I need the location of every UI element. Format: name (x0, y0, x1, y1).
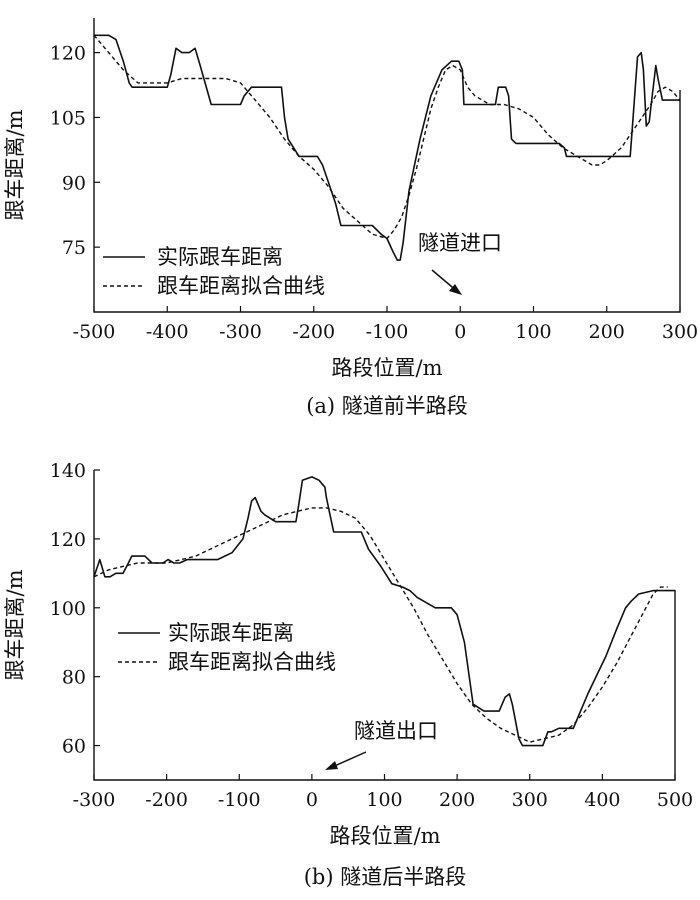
chart-panel-a: -500 -400 -300 -200 -100 0 100 200 300 75 90 105 120… (3, 18, 698, 418)
x-tick-label-b: 200 (439, 789, 475, 811)
annotation-arrowhead-b (325, 761, 338, 770)
annotation-a: 隧道进口 (418, 231, 502, 295)
actual-distance-line-b (93, 476, 675, 747)
x-tick-label-b: -300 (73, 789, 116, 811)
x-tick-label-a: -200 (292, 321, 335, 343)
x-tick-label-a: 0 (454, 321, 466, 343)
x-tick-label-a: -300 (219, 321, 262, 343)
y-tick-label-b: 100 (50, 598, 86, 620)
x-tick-label-a: 100 (515, 321, 551, 343)
x-axis-label-b: 路段位置/m (330, 824, 441, 848)
x-tick-label-b: 0 (306, 789, 318, 811)
y-tick-label-b: 60 (62, 736, 86, 758)
chart-panel-b: -300 -200 -100 0 100 200 300 400 500 60 80 100 120 14… (3, 460, 693, 889)
x-tick-label-b: 400 (584, 789, 620, 811)
y-tick-label-b: 120 (50, 529, 86, 551)
caption-b: (b) 隧道后半路段 (304, 865, 467, 889)
x-tick-label-a: 200 (589, 321, 625, 343)
y-tick-label-b: 140 (50, 460, 86, 482)
y-tick-label-a: 120 (50, 43, 86, 65)
x-tick-label-a: 300 (662, 321, 698, 343)
y-tick-label-a: 75 (62, 237, 86, 259)
annotation-arrowhead-a (449, 284, 462, 295)
legend-label-fit-a: 跟车距离拟合曲线 (157, 274, 325, 298)
x-tick-label-b: -100 (218, 789, 261, 811)
legend-label-actual-b: 实际跟车距离 (168, 621, 294, 645)
x-tick-label-a: -100 (366, 321, 409, 343)
legend-label-fit-b: 跟车距离拟合曲线 (168, 650, 336, 674)
legend-b: 实际跟车距离 跟车距离拟合曲线 (118, 621, 336, 674)
legend-a: 实际跟车距离 跟车距离拟合曲线 (103, 245, 325, 298)
y-tick-label-a: 90 (62, 172, 86, 194)
x-tick-label-b: 100 (366, 789, 402, 811)
fit-curve-line-a (93, 34, 681, 240)
x-tick-label-a: -400 (146, 321, 189, 343)
x-tick-label-b: 500 (657, 789, 693, 811)
x-axis-label-a: 路段位置/m (332, 356, 443, 380)
annotation-text-b: 隧道出口 (354, 719, 438, 743)
x-tick-label-b: 300 (512, 789, 548, 811)
y-tick-label-a: 105 (50, 107, 86, 129)
x-tick-label-b: -200 (145, 789, 188, 811)
y-axis-label-a: 跟车距离/m (3, 109, 27, 220)
annotation-b: 隧道出口 (325, 719, 438, 770)
legend-label-actual-a: 实际跟车距离 (157, 245, 283, 269)
annotation-text-a: 隧道进口 (418, 231, 502, 255)
x-tick-label-a: -500 (73, 321, 116, 343)
actual-distance-line-a (94, 34, 680, 261)
y-tick-label-b: 80 (62, 667, 86, 689)
caption-a: (a) 隧道前半路段 (306, 394, 468, 418)
fit-curve-line-b (93, 507, 668, 743)
y-axis-label-b: 跟车距离/m (3, 569, 27, 680)
